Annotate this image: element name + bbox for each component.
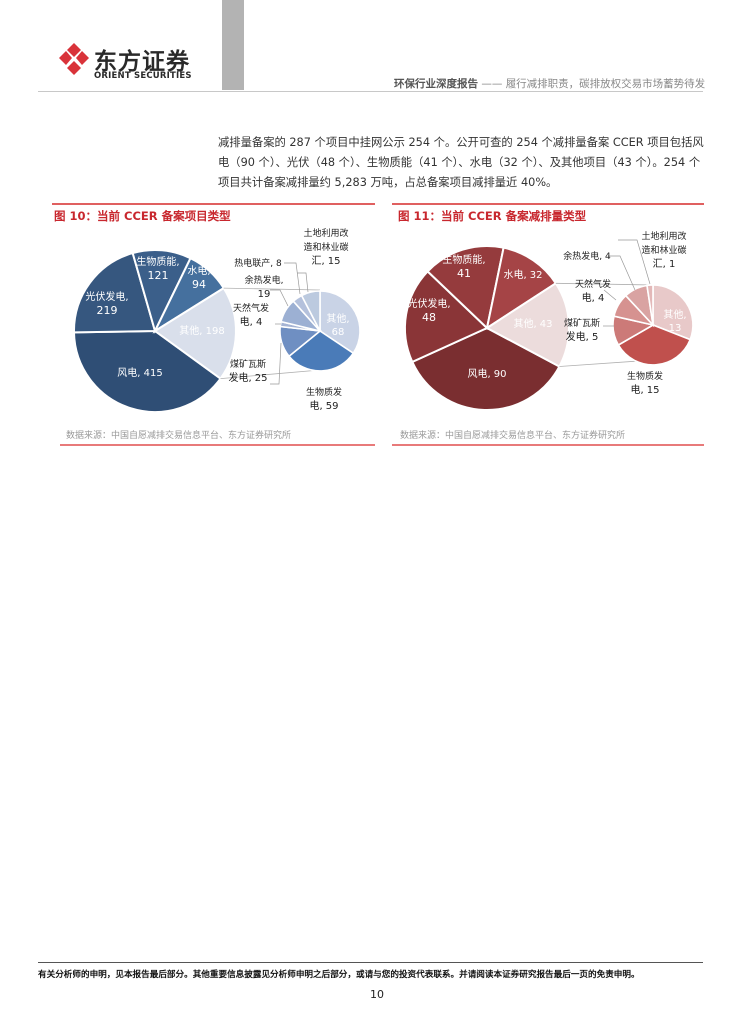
label-hydro-line2: 94 [192,278,206,291]
label-s-land-line1: 土地利用改 [641,230,686,242]
label-secondary-other-line2: 13 [669,323,682,334]
header-separator: —— [481,78,503,90]
label-s-biomass-line2: 电, 59 [309,399,338,412]
label-s-gas-line2: 电, 4 [240,315,263,328]
footer-divider [38,962,703,963]
label-s-coal-line2: 发电, 25 [228,371,267,384]
slice-secondary-land-use [300,290,321,332]
label-s-land-line2: 造和林业碳 [641,244,686,256]
label-s-biomass-line2: 电, 15 [630,383,659,396]
label-biomass-line2: 41 [457,267,471,280]
label-biomass-line2: 121 [148,269,169,282]
connector-line-top [223,287,321,291]
label-s-land-line1: 土地利用改 [303,228,348,239]
label-pv-line2: 48 [422,311,436,324]
figure-10-bottom-rule [60,444,375,446]
figure-10-title: 图 10：当前 CCER 备案项目类型 [54,209,231,223]
label-s-chp: 热电联产, 8 [234,257,282,269]
logo-chinese-name: 东方证券 [94,49,190,75]
label-pv-line2: 219 [97,304,118,317]
body-paragraph: 减排量备案的 287 个项目中挂网公示 254 个。公开可查的 254 个减排量… [218,136,704,189]
label-s-land-line3: 汇, 15 [311,254,340,267]
report-type: 环保行业深度报告 [394,78,478,90]
label-wind: 风电, 415 [117,366,162,379]
label-wind: 风电, 90 [467,367,506,380]
report-subtitle: 履行减排职责，碳排放权交易市场蓄势待发 [505,78,706,90]
slice-secondary-land-use [646,284,654,326]
figure-11-title: 图 11：当前 CCER 备案减排量类型 [398,209,587,223]
header-divider [38,91,703,92]
logo-english-name: ORIENT SECURITIES [94,71,192,81]
report-header-title: 环保行业深度报告 —— 履行减排职责，碳排放权交易市场蓄势待发 [394,76,705,91]
figure-11-source: 数据来源：中国自愿减排交易信息平台、东方证券研究所 [400,431,626,441]
figure-11-top-rule [392,203,704,205]
slice-biomass [426,245,505,330]
label-pv-line1: 光伏发电, [85,290,128,303]
slice-wind [72,329,222,413]
figure-10-source: 数据来源：中国自愿减排交易信息平台、东方证券研究所 [66,431,292,441]
label-other: 其他, 198 [179,324,224,337]
figure-11-pie-chart: 风电, 90 光伏发电, 48 生物质能, 41 水电, 32 其他, 43 其… [392,228,710,423]
label-biomass-line1: 生物质能, [442,253,485,266]
slice-other [485,281,570,368]
label-s-biomass-line1: 生物质发 [306,386,342,398]
label-s-land-line2: 造和林业碳 [303,241,348,253]
slice-other [153,286,237,380]
figure-10-pie-chart-detailed: 风电, 415 光伏发电, 219 生物质能, 121 水电, 94 其他, 1… [52,228,377,423]
label-s-coal-line1: 煤矿瓦斯 [564,317,600,329]
slice-secondary-biomass-power [287,330,355,372]
footer-disclaimer: 有关分析师的申明，见本报告最后部分。其他重要信息披露见分析师申明之后部分，或请与… [38,970,640,980]
label-s-waste-heat: 余热发电, 4 [563,250,611,262]
label-s-waste-heat-line2: 19 [258,289,271,300]
label-s-land-line3: 汇, 1 [653,257,676,270]
connector-line-top [555,282,654,286]
connector-line-bottom [220,369,321,379]
label-secondary-other-line2: 68 [332,327,345,338]
label-hydro: 水电, 32 [503,268,542,281]
label-s-gas-line2: 电, 4 [582,291,605,304]
slice-wind [410,326,561,412]
header-gray-bar [222,0,244,90]
slice-secondary-other [652,284,694,341]
label-s-gas-line1: 天然气发 [233,302,269,314]
label-s-gas-line1: 天然气发 [575,278,611,290]
label-s-waste-heat-line1: 余热发电, [245,274,284,286]
figure-10-top-rule [52,203,375,205]
label-pv-line1: 光伏发电, [407,297,450,310]
label-s-coal-line2: 发电, 5 [566,330,599,343]
page-number: 10 [370,988,384,1001]
label-other: 其他, 43 [513,317,552,330]
label-hydro-line1: 水电, [187,264,210,277]
figure-11-bottom-rule [392,444,704,446]
orient-securities-logo-icon [59,43,89,75]
slice-photovoltaic [403,269,489,364]
label-biomass-line1: 生物质能, [136,255,179,268]
slice-photovoltaic [72,251,157,334]
label-secondary-other-line1: 其他, [663,308,686,321]
slice-hydro [485,246,558,331]
label-s-coal-line1: 煤矿瓦斯 [230,358,266,370]
label-secondary-other-line1: 其他, [326,312,349,325]
label-s-biomass-line1: 生物质发 [627,370,663,382]
